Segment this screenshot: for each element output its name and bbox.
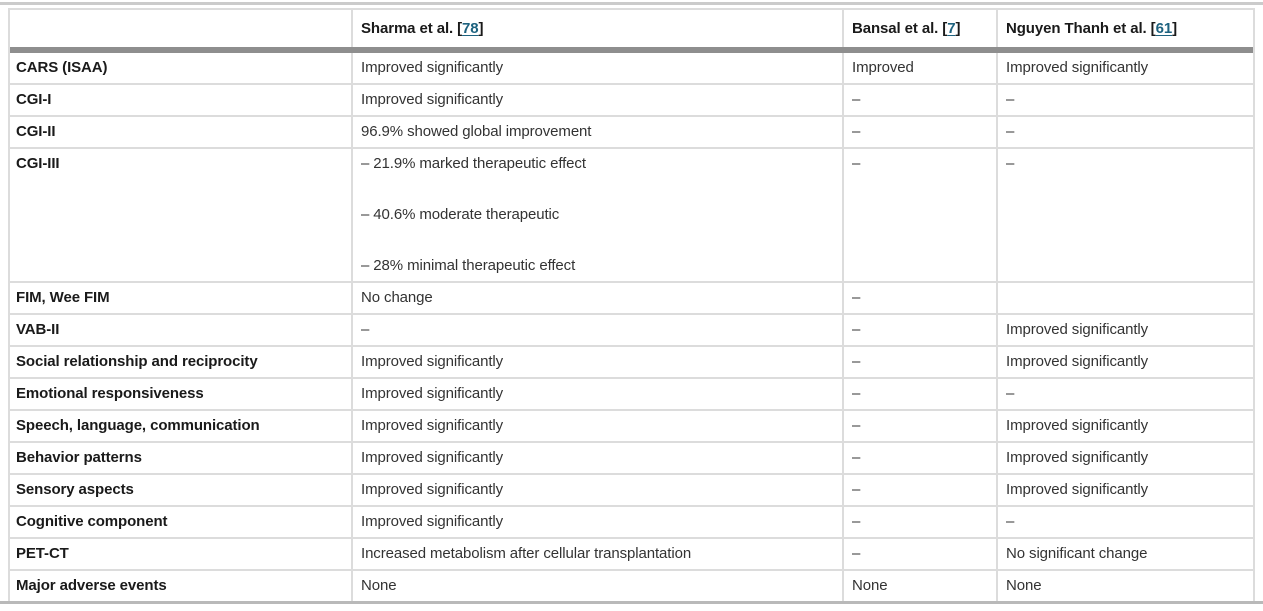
table-cell: – (996, 148, 1253, 282)
citation-link-61[interactable]: 61 (1155, 20, 1173, 37)
table-row-adverse: Major adverse events None None None (10, 570, 1253, 601)
table-cell: Improved significantly (351, 84, 843, 116)
column-header-bracket: ] (478, 20, 484, 37)
table-cell: None (842, 570, 997, 601)
row-label: VAB-II (16, 321, 60, 338)
column-header-bansal: Bansal et al. [7] (842, 10, 997, 53)
table-row-cgi-1: CGI-I Improved significantly – – (10, 84, 1253, 116)
table-cell: Improved significantly (996, 50, 1253, 84)
column-header-nguyen: Nguyen Thanh et al. [61] (996, 10, 1253, 53)
table-cell: – (842, 116, 997, 148)
row-label: Major adverse events (16, 577, 167, 594)
table-cell: No significant change (996, 538, 1253, 570)
figure-bottom-rule (0, 601, 1263, 604)
table-row-fim: FIM, Wee FIM No change – (10, 282, 1253, 314)
column-header-text: Nguyen Thanh et al. [ (1006, 20, 1156, 37)
table-cell: – (842, 474, 997, 506)
table-cell: Improved significantly (351, 442, 843, 474)
row-label: Behavior patterns (16, 449, 142, 466)
cell-line: – 28% minimal therapeutic effect (361, 257, 576, 274)
table-cell: Improved significantly (996, 474, 1253, 506)
row-label: CGI-II (16, 123, 56, 140)
column-header-sharma: Sharma et al. [78] (351, 10, 843, 53)
figure-top-rule (0, 2, 1263, 5)
table-cell: None (996, 570, 1253, 601)
row-label: FIM, Wee FIM (16, 289, 110, 306)
table-cell: Improved significantly (351, 410, 843, 442)
table-cell: None (351, 570, 843, 601)
table-cell: Improved significantly (996, 410, 1253, 442)
table-row-cgi-3: CGI-III – 21.9% marked therapeutic effec… (10, 148, 1253, 282)
table-cell: – (842, 346, 997, 378)
table-cell: – (842, 314, 997, 346)
citation-link-78[interactable]: 78 (462, 20, 479, 37)
table-cell: Increased metabolism after cellular tran… (351, 538, 843, 570)
table-cell: Improved significantly (996, 314, 1253, 346)
table-row-cgi-2: CGI-II 96.9% showed global improvement –… (10, 116, 1253, 148)
table-row-cognitive: Cognitive component Improved significant… (10, 506, 1253, 538)
row-label: Sensory aspects (16, 481, 134, 498)
table-cell: – (996, 116, 1253, 148)
table-cell: – (351, 314, 843, 346)
table-cell: – (842, 410, 997, 442)
table-cell: – (842, 442, 997, 474)
table-cell (996, 282, 1253, 314)
table-cell: Improved significantly (996, 442, 1253, 474)
table-cell: Improved significantly (351, 474, 843, 506)
table-cell: Improved significantly (351, 378, 843, 410)
cell-line: – 40.6% moderate therapeutic (361, 206, 560, 223)
row-label: CGI-III (16, 155, 60, 172)
table-cell: Improved (842, 50, 997, 84)
citation-link-7[interactable]: 7 (947, 20, 956, 37)
table-row-emotional: Emotional responsiveness Improved signif… (10, 378, 1253, 410)
table-cell: – (996, 84, 1253, 116)
row-label: Cognitive component (16, 513, 168, 530)
table-row-cars: CARS (ISAA) Improved significantly Impro… (10, 50, 1253, 84)
table-cell: – (842, 538, 997, 570)
table-cell: No change (351, 282, 843, 314)
row-label: Emotional responsiveness (16, 385, 204, 402)
table-row-petct: PET-CT Increased metabolism after cellul… (10, 538, 1253, 570)
table-cell: – (996, 506, 1253, 538)
table-row-social: Social relationship and reciprocity Impr… (10, 346, 1253, 378)
column-header-text: Sharma et al. [ (361, 20, 463, 37)
table-cell: – (842, 282, 997, 314)
column-header-bracket: ] (955, 20, 961, 37)
row-label: Speech, language, communication (16, 417, 260, 434)
comparison-table: Sharma et al. [78] Bansal et al. [7] Ngu… (10, 10, 1253, 601)
header-row: Sharma et al. [78] Bansal et al. [7] Ngu… (10, 10, 1253, 53)
table-cell: – (842, 84, 997, 116)
table-cell: Improved significantly (351, 506, 843, 538)
row-label: PET-CT (16, 545, 69, 562)
table-cell: Improved significantly (996, 346, 1253, 378)
table-cell: – (842, 506, 997, 538)
column-header-bracket: ] (1172, 20, 1177, 37)
table-row-sensory: Sensory aspects Improved significantly –… (10, 474, 1253, 506)
table-cell: Improved significantly (351, 346, 843, 378)
table-cell: Improved significantly (351, 50, 843, 84)
column-header-empty (10, 10, 352, 53)
table-cell: 96.9% showed global improvement (351, 116, 843, 148)
table-row-speech: Speech, language, communication Improved… (10, 410, 1253, 442)
table-row-behavior: Behavior patterns Improved significantly… (10, 442, 1253, 474)
row-label: CARS (ISAA) (16, 59, 108, 76)
cell-line: – 21.9% marked therapeutic effect (361, 155, 586, 172)
comparison-table-container: Sharma et al. [78] Bansal et al. [7] Ngu… (8, 8, 1255, 601)
table-cell: – (842, 148, 997, 282)
table-row-vab: VAB-II – – Improved significantly (10, 314, 1253, 346)
table-cell: – 21.9% marked therapeutic effect – 40.6… (351, 148, 843, 282)
table-cell: – (996, 378, 1253, 410)
row-label: Social relationship and reciprocity (16, 353, 258, 370)
row-label: CGI-I (16, 91, 52, 108)
table-cell: – (842, 378, 997, 410)
column-header-text: Bansal et al. [ (852, 20, 948, 37)
